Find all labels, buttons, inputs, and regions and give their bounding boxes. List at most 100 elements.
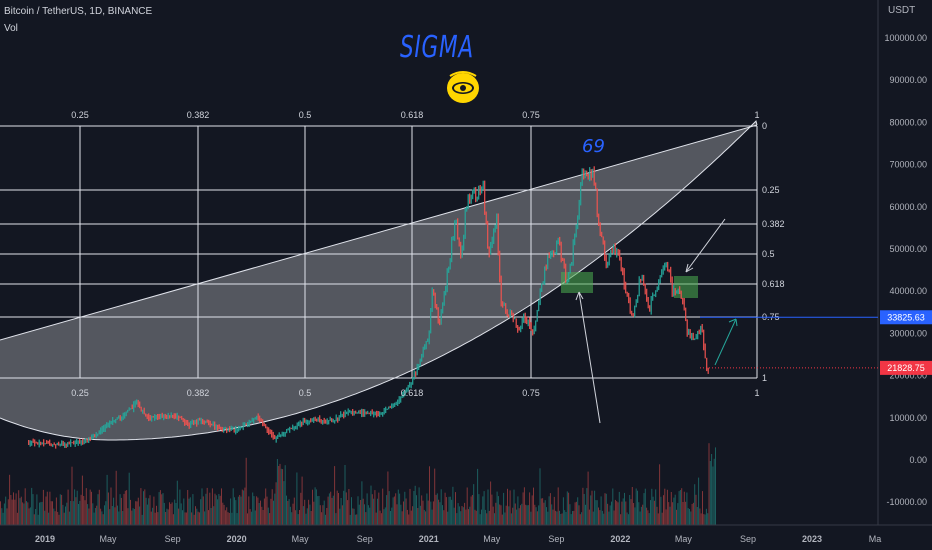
volume-bar [565,512,567,525]
volume-bar [627,514,629,525]
volume-bar [373,498,375,525]
volume-bar [223,504,225,525]
volume-bar [234,497,235,525]
volume-bar [310,511,312,525]
volume-bar [49,491,51,525]
volume-bar [75,497,77,525]
volume-bar [638,502,640,525]
volume-bar [149,495,151,525]
volume-bar [366,493,368,525]
volume-bar [468,509,469,525]
volume-bar [139,506,141,525]
volume-bar [322,505,324,525]
volume-bar [521,503,523,525]
fib-bottom-label: 0.75 [522,388,540,398]
volume-bar [501,514,503,525]
volume-bar [231,512,233,525]
volume-bar [699,508,701,525]
volume-bar [65,506,66,525]
volume-bar [700,513,702,525]
arrow-up [578,291,601,424]
volume-bar [507,488,508,525]
volume-bar [193,514,195,525]
volume-bar [179,489,181,525]
volume-bar [715,447,716,525]
volume-bar [358,504,360,525]
volume-bar [369,507,371,525]
volume-bar [431,509,433,525]
volume-bar [572,511,573,525]
volume-bar [308,499,310,525]
volume-bar [209,492,211,525]
volume-bar [224,510,226,525]
volume-bar [646,507,648,525]
volume-bar [702,491,703,525]
volume-bar [1,508,3,525]
volume-bar [28,508,30,525]
volume-bar [85,488,87,525]
volume-bar [695,494,697,525]
volume-bar [490,481,492,525]
volume-bar [444,492,446,525]
volume-bar [543,502,545,525]
volume-bar [332,495,334,525]
volume-bar [45,496,47,525]
volume-bar [577,497,579,525]
volume-bar [79,500,81,525]
volume-bar [169,502,170,525]
x-tick-label: 2022 [610,534,630,544]
volume-bar [711,454,713,525]
volume-bar [89,489,91,525]
volume-bar [405,498,407,525]
x-tick-label: 2021 [419,534,439,544]
volume-bar [29,507,31,525]
volume-bar [158,492,160,525]
volume-bar [642,504,644,525]
arrow-head [685,263,694,273]
volume-bar [10,495,12,525]
volume-bar [540,498,542,525]
volume-bar [483,491,485,525]
x-tick-label: May [483,534,501,544]
volume-bar [478,494,480,525]
volume-bar [354,514,356,525]
arrow-head [575,291,584,301]
volume-bar [613,510,615,525]
volume-bar [201,488,203,525]
price-tag-low-label: 21828.75 [887,363,925,373]
volume-bar [672,502,674,525]
volume-bar [97,494,99,525]
volume-bar [110,487,112,525]
volume-bar [474,509,476,525]
fib-wedge-line [0,124,758,341]
volume-bar [211,488,213,525]
fib-top-label: 0.5 [299,110,312,120]
fib-top-label: 0.382 [187,110,210,120]
fib-bottom-label: 0.25 [71,388,89,398]
fib-level-label: 0 [762,121,767,131]
volume-bar [40,502,42,525]
volume-bar [343,490,345,525]
volume-bar [400,504,402,525]
x-tick-label: May [675,534,693,544]
volume-bar [345,492,347,525]
volume-bar [663,495,664,525]
volume-bar [275,482,277,525]
volume-bar [685,501,687,525]
volume-bar [629,495,631,525]
volume-bar [529,492,531,525]
volume-bar [172,514,174,525]
volume-bar [442,505,443,525]
volume-bar [460,511,462,525]
volume-bar [279,463,281,525]
volume-bar [217,499,219,525]
volume-bar [508,506,510,525]
volume-bar [612,488,614,525]
volume-bar [132,508,134,525]
volume-bar [709,461,711,525]
volume-bar [681,488,683,525]
volume-bar [353,508,355,525]
volume-bar [185,512,187,525]
volume-bar [555,510,557,525]
